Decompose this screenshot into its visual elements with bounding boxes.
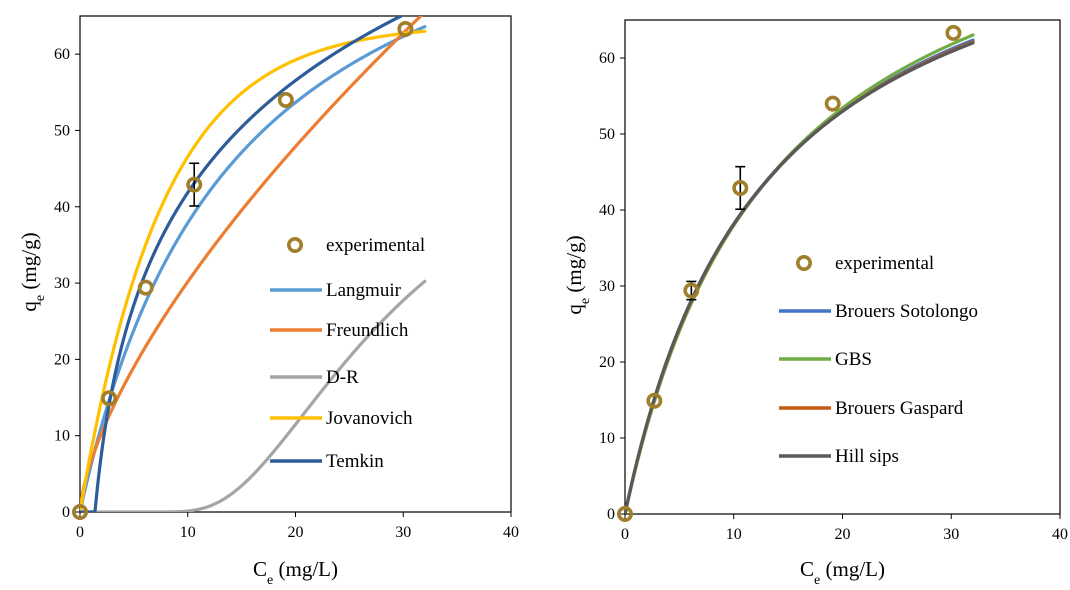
experimental-point — [397, 20, 414, 37]
experimental-point — [945, 24, 962, 41]
y-axis-label: qe (mg/g) — [17, 232, 48, 311]
y-tick-label: 10 — [599, 430, 615, 447]
experimental-point — [824, 95, 841, 112]
x-tick-label: 10 — [726, 526, 742, 543]
series-line-langmuir — [80, 25, 427, 512]
experimental-point — [72, 503, 89, 520]
series-line-hill-sips — [625, 41, 975, 514]
y-tick-label: 20 — [54, 351, 70, 368]
x-tick-label: 20 — [288, 524, 304, 541]
series-line-brouers-sotolongo — [625, 38, 975, 514]
legend-marker-experimental — [795, 254, 812, 271]
y-tick-label: 60 — [54, 46, 70, 63]
x-tick-label: 0 — [621, 526, 629, 543]
y-tick-label: 40 — [599, 202, 615, 219]
y-tick-label: 0 — [607, 506, 615, 523]
x-tick-label: 30 — [395, 524, 411, 541]
series-line-gbs — [625, 33, 975, 514]
right-panel: 0 10 20 30 40 0 10 20 30 40 50 60 Ce (mg/L) qe (mg/g)… — [562, 19, 1068, 588]
x-tick-label: 40 — [503, 524, 519, 541]
y-axis-label: qe (mg/g) — [562, 235, 593, 314]
legend: experimental Langmuir Freundlich D-R Jovanov… — [270, 235, 425, 472]
x-tick-label: 30 — [943, 526, 959, 543]
x-tick-label: 40 — [1052, 526, 1068, 543]
legend-label: Temkin — [326, 451, 384, 472]
series-line-freundlich — [80, 16, 424, 512]
y-tick-label: 40 — [54, 199, 70, 216]
x-tick-label: 20 — [835, 526, 851, 543]
legend: experimental Brouers Sotolongo GBS Brouers … — [779, 253, 978, 467]
legend-label: Hill sips — [835, 446, 899, 467]
experimental-point — [616, 505, 633, 522]
legend-label: Jovanovich — [326, 408, 413, 429]
y-tick-label: 10 — [54, 428, 70, 445]
series-line-d-r — [80, 279, 427, 512]
legend-label-experimental: experimental — [326, 235, 425, 256]
y-tick-label: 60 — [599, 50, 615, 67]
legend-label: Langmuir — [326, 280, 402, 301]
y-tick-label: 30 — [599, 278, 615, 295]
series-line-temkin — [80, 16, 405, 512]
legend-label: Brouers Gaspard — [835, 398, 964, 419]
y-tick-label: 50 — [599, 126, 615, 143]
experimental-point — [683, 282, 700, 299]
experimental-point — [277, 91, 294, 108]
y-tick-label: 50 — [54, 122, 70, 139]
y-tick-label: 30 — [54, 275, 70, 292]
series-line-brouers-gaspard — [625, 40, 975, 514]
x-tick-label: 10 — [180, 524, 196, 541]
legend-label: Brouers Sotolongo — [835, 301, 978, 322]
legend-label: GBS — [835, 349, 872, 370]
legend-label: D-R — [326, 367, 359, 388]
experimental-point — [137, 279, 154, 296]
experimental-point — [186, 176, 203, 193]
x-axis-label: Ce (mg/L) — [253, 557, 338, 585]
y-tick-label: 0 — [62, 504, 70, 521]
experimental-point — [101, 390, 118, 407]
plot-frame — [79, 15, 512, 513]
x-axis-label: Ce (mg/L) — [800, 557, 885, 585]
left-panel: 0 10 20 30 40 0 10 20 30 40 50 60 Ce (mg/L) qe (mg/g)… — [17, 15, 519, 588]
y-tick-label: 20 — [599, 354, 615, 371]
x-tick-label: 0 — [76, 524, 84, 541]
experimental-point — [646, 392, 663, 409]
legend-label-experimental: experimental — [835, 253, 934, 274]
legend-marker-experimental — [286, 237, 303, 254]
series-line-jovanovich — [80, 29, 427, 512]
legend-label: Freundlich — [326, 320, 409, 341]
experimental-point — [732, 179, 749, 196]
